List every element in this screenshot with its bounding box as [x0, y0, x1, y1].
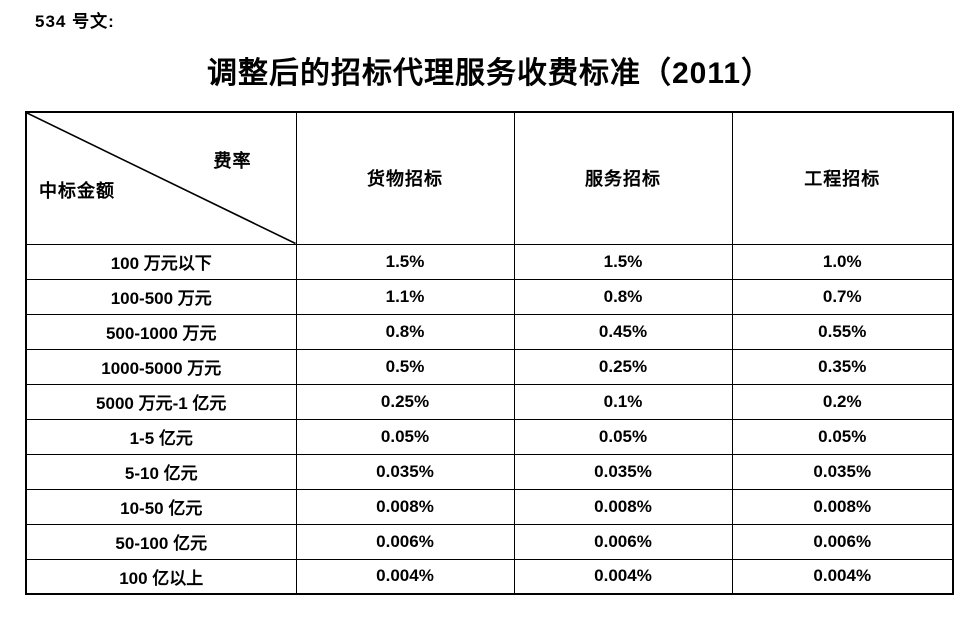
rate-cell: 0.5%: [295, 348, 515, 385]
rate-cell: 0.006%: [295, 523, 515, 560]
fee-table-body: 100 万元以下 1.5% 1.5% 1.0% 100-500 万元 1.1% 0.8% 0.…: [25, 243, 954, 595]
table-row: 1000-5000 万元 0.5% 0.25% 0.35%: [25, 348, 954, 385]
page-title: 调整后的招标代理服务收费标准（2011）: [206, 57, 773, 90]
diagonal-line-icon: [27, 113, 296, 244]
row-label-amount-range: 100 万元以下: [25, 243, 297, 280]
rate-cell: 0.25%: [513, 348, 733, 385]
row-label-amount-range: 1000-5000 万元: [25, 348, 297, 385]
rate-cell: 0.45%: [513, 313, 733, 350]
rate-cell: 1.5%: [295, 243, 515, 280]
table-row: 100 万元以下 1.5% 1.5% 1.0%: [25, 243, 954, 280]
rate-cell: 0.006%: [731, 523, 954, 560]
table-row: 500-1000 万元 0.8% 0.45% 0.55%: [25, 313, 954, 350]
rate-cell: 0.05%: [295, 418, 515, 455]
rate-cell: 0.8%: [295, 313, 515, 350]
corner-cell: 费率 中标金额: [25, 111, 297, 245]
rate-cell: 1.1%: [295, 278, 515, 315]
header-row: 费率 中标金额 货物招标 服务招标 工程招标: [25, 111, 954, 245]
column-header-goods-bidding: 货物招标: [295, 111, 515, 245]
row-label-amount-range: 5-10 亿元: [25, 453, 297, 490]
corner-label-amount: 中标金额: [39, 181, 115, 201]
table-row: 10-50 亿元 0.008% 0.008% 0.008%: [25, 488, 954, 525]
rate-cell: 0.004%: [513, 558, 733, 595]
row-label-amount-range: 500-1000 万元: [25, 313, 297, 350]
row-label-amount-range: 50-100 亿元: [25, 523, 297, 560]
rate-cell: 0.006%: [513, 523, 733, 560]
rate-cell: 0.25%: [295, 383, 515, 420]
table-row: 100-500 万元 1.1% 0.8% 0.7%: [25, 278, 954, 315]
table-row: 5-10 亿元 0.035% 0.035% 0.035%: [25, 453, 954, 490]
table-row: 50-100 亿元 0.006% 0.006% 0.006%: [25, 523, 954, 560]
table-row: 5000 万元-1 亿元 0.25% 0.1% 0.2%: [25, 383, 954, 420]
rate-cell: 1.0%: [731, 243, 954, 280]
doc-number: 534 号文:: [35, 12, 115, 31]
rate-cell: 0.8%: [513, 278, 733, 315]
column-header-engineering-bidding: 工程招标: [731, 111, 954, 245]
rate-cell: 0.004%: [731, 558, 954, 595]
rate-cell: 0.008%: [295, 488, 515, 525]
rate-cell: 0.7%: [731, 278, 954, 315]
rate-cell: 0.008%: [731, 488, 954, 525]
rate-cell: 0.05%: [513, 418, 733, 455]
rate-cell: 0.004%: [295, 558, 515, 595]
row-label-amount-range: 1-5 亿元: [25, 418, 297, 455]
corner-label-rate: 费率: [213, 151, 252, 171]
rate-cell: 0.1%: [513, 383, 733, 420]
row-label-amount-range: 5000 万元-1 亿元: [25, 383, 297, 420]
rate-cell: 0.035%: [731, 453, 954, 490]
rate-cell: 0.2%: [731, 383, 954, 420]
row-label-amount-range: 100 亿以上: [25, 558, 297, 595]
row-label-amount-range: 100-500 万元: [25, 278, 297, 315]
column-header-service-bidding: 服务招标: [513, 111, 733, 245]
fee-table: 费率 中标金额 货物招标 服务招标 工程招标 100 万元以下 1.5% 1.5% 1…: [25, 111, 954, 595]
rate-cell: 0.55%: [731, 313, 954, 350]
table-row: 1-5 亿元 0.05% 0.05% 0.05%: [25, 418, 954, 455]
rate-cell: 0.035%: [295, 453, 515, 490]
row-label-amount-range: 10-50 亿元: [25, 488, 297, 525]
rate-cell: 0.35%: [731, 348, 954, 385]
rate-cell: 0.05%: [731, 418, 954, 455]
rate-cell: 0.035%: [513, 453, 733, 490]
rate-cell: 0.008%: [513, 488, 733, 525]
table-row: 100 亿以上 0.004% 0.004% 0.004%: [25, 558, 954, 595]
rate-cell: 1.5%: [513, 243, 733, 280]
